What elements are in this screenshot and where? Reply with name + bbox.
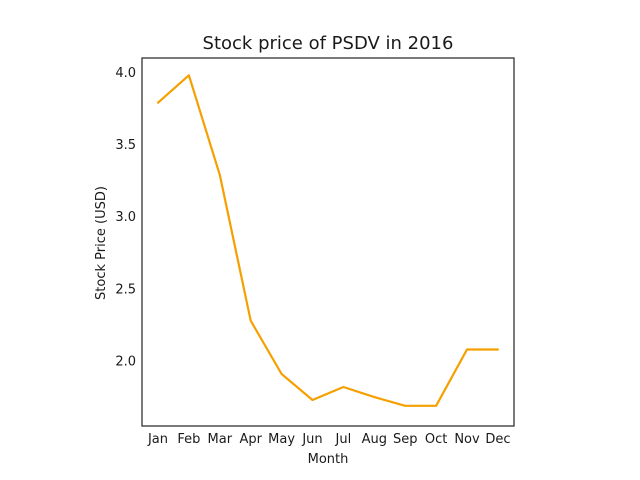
y-tick-label: 4.0 bbox=[115, 66, 136, 81]
x-tick-label: Oct bbox=[425, 432, 447, 447]
x-tick-label: Mar bbox=[208, 432, 233, 447]
x-axis: Jan Feb Mar Apr May Jun Jul Aug Sep Oct Nov Dec bbox=[147, 432, 511, 447]
chart-title: Stock price of PSDV in 2016 bbox=[203, 33, 454, 54]
plot-area bbox=[141, 57, 515, 427]
x-axis-label: Month bbox=[308, 452, 349, 467]
x-tick-label: Nov bbox=[454, 432, 480, 447]
x-tick-label: Jun bbox=[301, 432, 322, 447]
y-tick-label: 3.0 bbox=[115, 210, 136, 225]
x-tick-label: Feb bbox=[177, 432, 200, 447]
x-tick-label: May bbox=[268, 432, 295, 447]
y-axis: 2.0 2.5 3.0 3.5 4.0 bbox=[115, 66, 136, 370]
y-axis-label: Stock Price (USD) bbox=[94, 186, 109, 300]
x-tick-label: Sep bbox=[393, 432, 418, 447]
series-layer bbox=[156, 74, 499, 407]
x-tick-label: Apr bbox=[239, 432, 262, 447]
y-tick-label: 2.0 bbox=[115, 355, 136, 370]
series-line bbox=[156, 74, 499, 407]
x-tick-label: Dec bbox=[485, 432, 510, 447]
y-tick-label: 2.5 bbox=[115, 282, 136, 297]
x-tick-label: Jan bbox=[147, 432, 168, 447]
x-tick-label: Jul bbox=[335, 432, 352, 447]
y-tick-label: 3.5 bbox=[115, 138, 136, 153]
x-tick-label: Aug bbox=[362, 432, 387, 447]
